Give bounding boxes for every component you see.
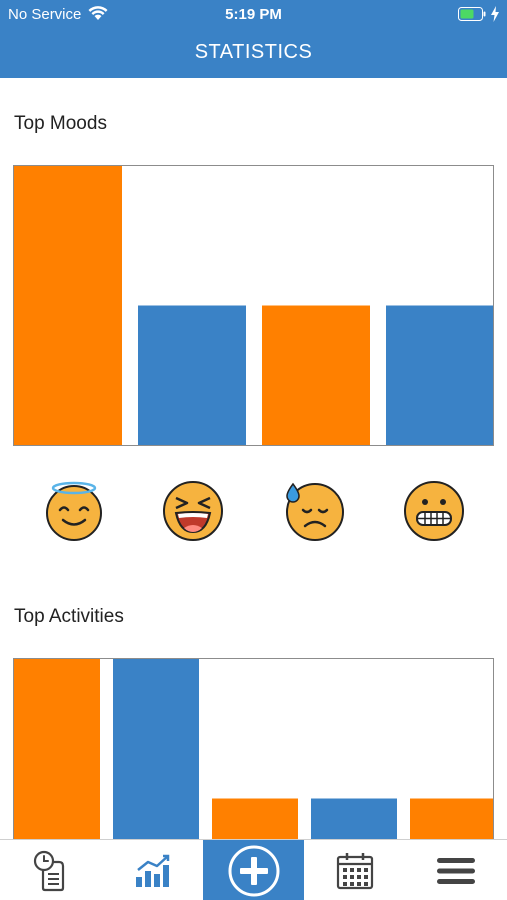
top-activities-bars [14, 659, 493, 857]
status-bar: No Service 5:19 PM [0, 0, 507, 28]
stats-icon [135, 854, 169, 887]
tab-timeline[interactable] [0, 840, 102, 900]
top-moods-title: Top Moods [14, 113, 107, 134]
activity-bar-2 [113, 659, 199, 857]
top-moods-bars [14, 166, 493, 445]
smiling-angel-emoji-icon[interactable] [43, 480, 105, 542]
calendar-icon [336, 852, 373, 889]
top-activities-title: Top Activities [14, 606, 124, 627]
page-title: STATISTICS [194, 41, 313, 63]
top-moods-chart [13, 165, 494, 446]
tab-add-entry[interactable] [203, 840, 304, 900]
grimacing-emoji-icon[interactable] [403, 480, 465, 542]
add-icon [228, 845, 279, 896]
timeline-icon [33, 850, 65, 891]
activity-bar-1 [14, 659, 100, 857]
sad-sweat-emoji-icon[interactable] [283, 480, 345, 542]
charging-icon [491, 6, 499, 22]
header: No Service 5:19 PM STATISTICS [0, 0, 507, 78]
menu-icon [437, 857, 475, 884]
battery-icon [458, 7, 486, 21]
top-activities-chart [13, 658, 494, 858]
tab-statistics[interactable] [102, 840, 203, 900]
tab-bar [0, 839, 507, 900]
carrier-label: No Service [8, 6, 82, 23]
clock: 5:19 PM [225, 6, 282, 23]
mood-bar-1 [14, 166, 122, 445]
mood-bar-2 [138, 305, 246, 445]
laughing-emoji-icon[interactable] [162, 480, 224, 542]
wifi-icon [88, 6, 108, 20]
tab-calendar[interactable] [304, 840, 405, 900]
tab-menu[interactable] [405, 840, 507, 900]
mood-bar-3 [262, 305, 370, 445]
mood-bar-4 [386, 305, 493, 445]
